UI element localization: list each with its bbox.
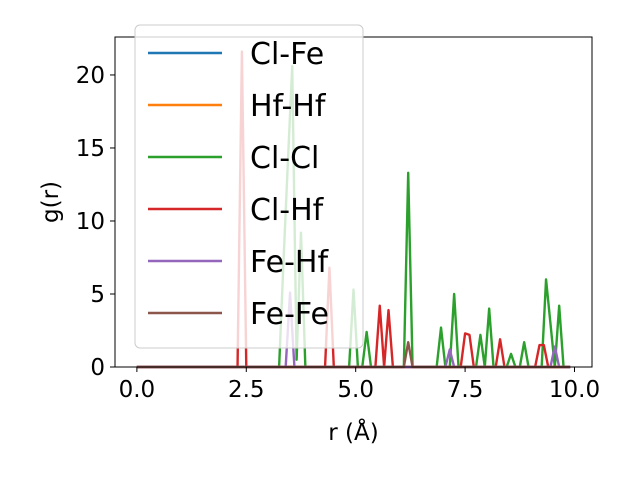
y-tick-label: 20 — [76, 63, 105, 89]
y-tick-label: 10 — [76, 209, 105, 235]
x-tick-label: 10.0 — [549, 377, 600, 403]
y-tick-label: 15 — [76, 136, 105, 162]
legend-label: Cl-Hf — [250, 193, 325, 228]
y-axis-label: g(r) — [38, 181, 64, 223]
legend-label: Cl-Cl — [250, 141, 319, 176]
legend-label: Fe-Fe — [250, 297, 329, 332]
x-tick-label: 0.0 — [119, 377, 156, 403]
y-tick-label: 5 — [90, 282, 105, 308]
x-tick-label: 2.5 — [228, 377, 265, 403]
legend-label: Fe-Hf — [250, 245, 329, 280]
x-tick-label: 7.5 — [447, 377, 484, 403]
legend-label: Hf-Hf — [250, 89, 327, 124]
x-tick-label: 5.0 — [337, 377, 374, 403]
legend-label: Cl-Fe — [250, 37, 324, 72]
x-axis-label: r (Å) — [328, 418, 378, 446]
y-tick-label: 0 — [90, 355, 105, 381]
